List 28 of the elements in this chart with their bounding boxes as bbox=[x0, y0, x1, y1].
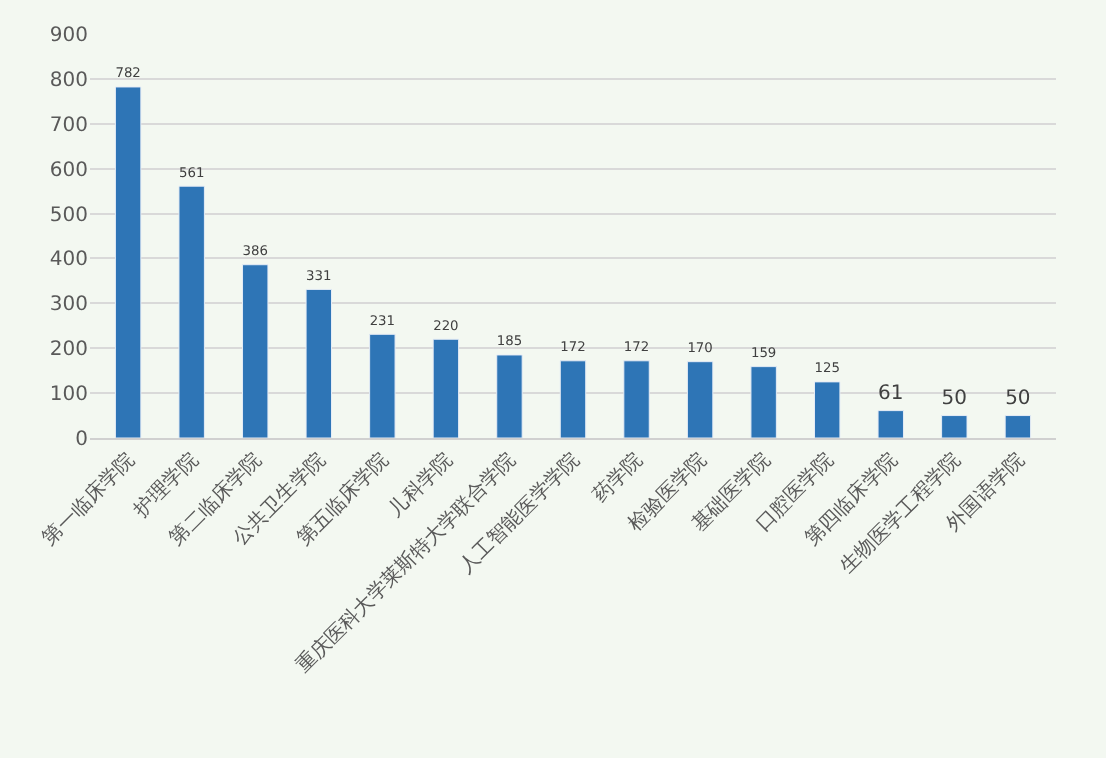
y-tick-label: 800 bbox=[49, 69, 88, 92]
y-tick-label: 400 bbox=[49, 249, 88, 272]
y-tick-label: 0 bbox=[75, 429, 88, 451]
bar bbox=[496, 354, 523, 438]
bar bbox=[877, 410, 904, 438]
bar bbox=[369, 333, 396, 438]
y-tick-label: 600 bbox=[49, 159, 88, 182]
data-label: 50 bbox=[941, 388, 967, 411]
bar bbox=[178, 185, 205, 438]
bar bbox=[750, 366, 777, 438]
bar bbox=[1004, 415, 1032, 438]
bar bbox=[432, 338, 460, 438]
bar bbox=[686, 361, 714, 438]
y-tick-label: 900 bbox=[49, 25, 88, 47]
bar bbox=[114, 86, 142, 438]
data-label: 50 bbox=[1005, 388, 1031, 411]
y-tick-label: 300 bbox=[49, 294, 88, 317]
y-tick-label: 100 bbox=[49, 384, 88, 407]
bar bbox=[814, 381, 841, 438]
bar bbox=[242, 264, 269, 438]
bar bbox=[623, 360, 650, 438]
bar bbox=[305, 288, 332, 438]
y-tick-label: 200 bbox=[49, 339, 88, 362]
bar bbox=[559, 360, 587, 438]
data-label: 61 bbox=[878, 383, 904, 406]
y-tick-label: 500 bbox=[49, 204, 88, 227]
bar bbox=[941, 415, 968, 438]
y-tick-label: 700 bbox=[49, 114, 88, 137]
